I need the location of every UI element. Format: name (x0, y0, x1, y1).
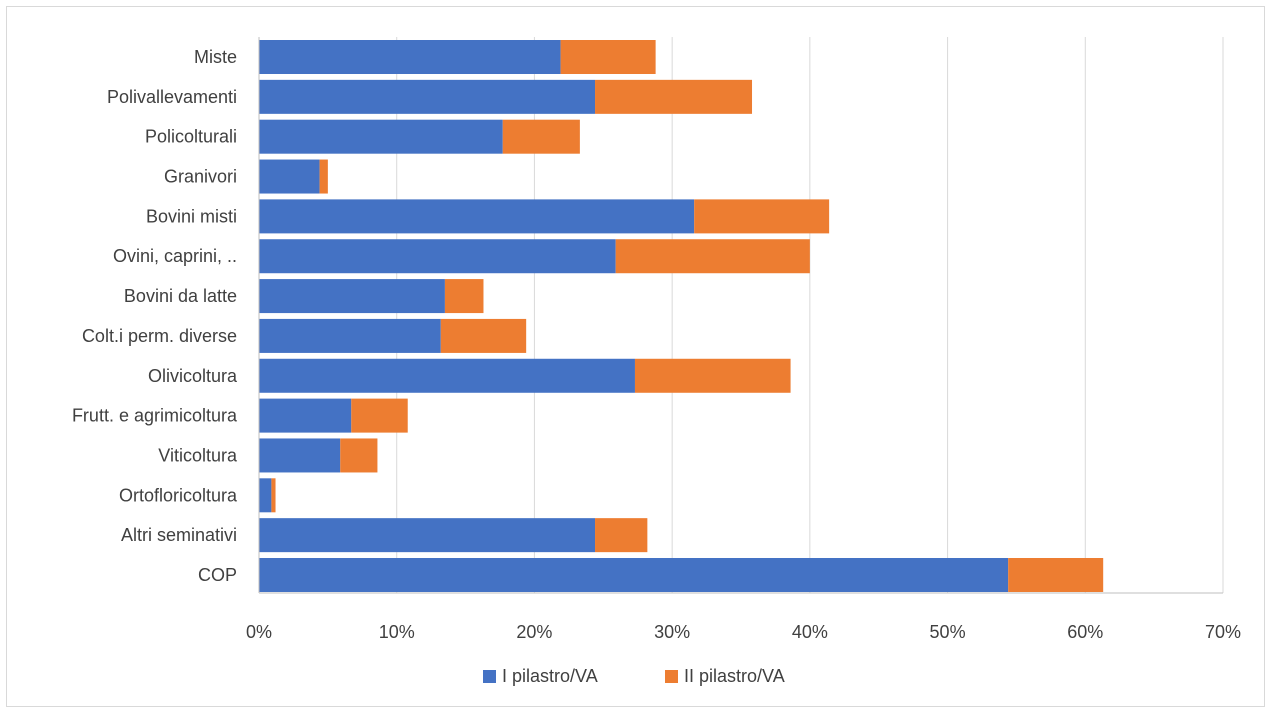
category-label: Frutt. e agrimicoltura (72, 406, 238, 426)
category-label: Granivori (164, 167, 237, 187)
bar-pillar-2 (560, 40, 656, 74)
bar-pillar-2 (634, 358, 791, 393)
bar-pillar-2 (595, 518, 648, 553)
bar-pillar-2 (440, 318, 527, 353)
bar-pillar-1 (259, 558, 1009, 592)
x-tick-label: 60% (1067, 622, 1103, 642)
x-tick-label: 40% (792, 622, 828, 642)
bar-pillar-2 (615, 239, 810, 274)
bar-pillar-1 (259, 40, 561, 74)
x-tick-label: 30% (654, 622, 690, 642)
legend-swatch (665, 670, 678, 683)
bar-pillar-2 (1008, 558, 1104, 592)
legend-swatch (483, 670, 496, 683)
category-label: COP (198, 565, 237, 585)
bar-pillar-1 (259, 159, 320, 194)
legend-label: II pilastro/VA (684, 666, 785, 686)
bar-pillar-2 (271, 478, 276, 513)
category-label: Ortofloricoltura (119, 485, 238, 505)
bar-pillar-1 (259, 478, 272, 513)
bar-pillar-1 (259, 398, 352, 433)
legend-label: I pilastro/VA (502, 666, 598, 686)
category-label: Olivicoltura (148, 366, 238, 386)
category-label: Bovini misti (146, 206, 237, 226)
bar-pillar-1 (259, 318, 441, 353)
category-label: Policolturali (145, 127, 237, 147)
bar-pillar-2 (351, 398, 408, 433)
bar-pillar-1 (259, 79, 596, 114)
category-label: Polivallevamenti (107, 87, 237, 107)
x-tick-label: 10% (379, 622, 415, 642)
category-label: Viticoltura (158, 445, 238, 465)
bar-pillar-2 (694, 199, 830, 234)
bar-pillar-1 (259, 119, 503, 154)
bar-pillar-2 (319, 159, 328, 194)
category-label: Colt.i perm. diverse (82, 326, 237, 346)
bar-pillar-1 (259, 239, 616, 274)
category-label: Bovini da latte (124, 286, 237, 306)
bar-pillar-2 (444, 279, 484, 314)
x-tick-label: 20% (516, 622, 552, 642)
bar-pillar-1 (259, 438, 341, 473)
bar-pillar-2 (595, 79, 753, 114)
bar-pillar-1 (259, 358, 635, 393)
category-label: Miste (194, 47, 237, 67)
bar-pillar-1 (259, 279, 445, 314)
bar-pillar-2 (502, 119, 580, 154)
x-tick-label: 0% (246, 622, 272, 642)
x-tick-label: 50% (930, 622, 966, 642)
bar-pillar-1 (259, 518, 596, 553)
category-label: Altri seminativi (121, 525, 237, 545)
x-tick-label: 70% (1205, 622, 1241, 642)
bar-pillar-1 (259, 199, 695, 234)
category-label: Ovini, caprini, .. (113, 246, 237, 266)
bar-pillar-2 (340, 438, 378, 473)
